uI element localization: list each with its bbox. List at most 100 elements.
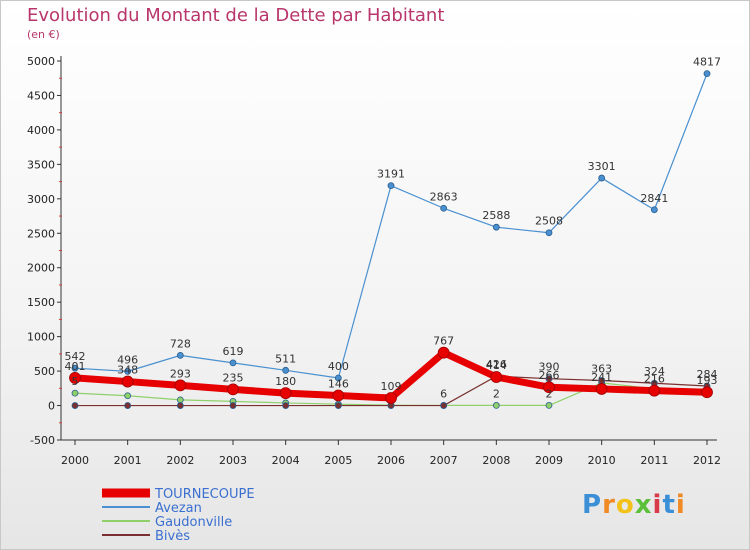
data-label-gaudonville: 2 — [493, 387, 500, 400]
y-tick-label: 0 — [48, 400, 55, 413]
logo-letter: i — [675, 490, 686, 520]
data-point-tournecoupe — [279, 387, 292, 400]
data-label-tournecoupe: 348 — [117, 364, 138, 377]
y-tick-label: 2000 — [27, 262, 55, 275]
data-label-tournecoupe: 241 — [591, 371, 612, 384]
data-label-bivès: 284 — [697, 368, 718, 381]
data-point-avezan — [387, 182, 395, 190]
x-tick-label: 2000 — [61, 454, 89, 467]
x-tick-label: 2011 — [640, 454, 668, 467]
data-label-avezan: 619 — [223, 345, 244, 358]
data-label-avezan: 400 — [328, 360, 349, 373]
legend-label: Bivès — [155, 529, 190, 544]
data-point-tournecoupe — [69, 372, 81, 384]
data-point-tournecoupe — [648, 384, 661, 397]
data-label-avezan: 3301 — [588, 160, 616, 173]
data-label-bivès: 6 — [440, 388, 447, 401]
data-point-gaudonville — [176, 396, 184, 404]
data-point-tournecoupe — [385, 392, 397, 404]
x-tick-label: 2006 — [377, 454, 405, 467]
data-point-avezan — [545, 229, 553, 237]
y-tick-label: 500 — [34, 365, 55, 378]
logo-letter: r — [602, 490, 616, 520]
data-label-tournecoupe: 414 — [486, 359, 507, 372]
y-tick-label: 3000 — [27, 193, 55, 206]
data-label-avezan: 3191 — [377, 168, 405, 181]
data-label-tournecoupe: 235 — [223, 371, 244, 384]
data-label-avezan: 496 — [117, 353, 138, 366]
x-tick-label: 2007 — [430, 454, 458, 467]
data-label-tournecoupe: 266 — [539, 369, 560, 382]
data-point-gaudonville — [545, 402, 553, 409]
data-point-avezan — [229, 359, 237, 367]
x-tick-label: 2005 — [324, 454, 352, 467]
data-label-tournecoupe: 293 — [170, 367, 191, 380]
data-point-avezan — [492, 223, 500, 231]
data-point-avezan — [334, 374, 342, 382]
x-tick-label: 2003 — [219, 454, 247, 467]
data-label-avezan: 2863 — [430, 190, 458, 203]
data-label-tournecoupe: 193 — [697, 374, 718, 387]
data-point-tournecoupe — [490, 371, 503, 383]
data-point-bivès — [440, 402, 448, 409]
legend-label: Gaudonville — [155, 515, 232, 530]
data-point-avezan — [440, 204, 448, 212]
data-label-avezan: 542 — [65, 350, 86, 363]
data-point-avezan — [124, 367, 132, 375]
data-label-tournecoupe: 401 — [65, 360, 86, 373]
x-tick-label: 2010 — [588, 454, 616, 467]
data-label-gaudonville: 2 — [546, 387, 553, 400]
y-tick-label: -500 — [30, 434, 55, 447]
x-tick-label: 2012 — [693, 454, 721, 467]
y-tick-label: 4500 — [27, 89, 55, 102]
data-label-gaudonville: 5 — [72, 375, 79, 388]
y-tick-label: 4000 — [27, 124, 55, 137]
legend-label: Avezan — [155, 501, 202, 516]
logo-letter: i — [652, 490, 663, 520]
data-point-bivès — [229, 402, 237, 409]
data-label-tournecoupe: 146 — [328, 377, 349, 390]
data-label-bivès: 390 — [539, 361, 560, 374]
data-point-tournecoupe — [174, 379, 187, 392]
y-tick-label: 1000 — [27, 331, 55, 344]
data-point-gaudonville — [124, 392, 132, 400]
logo-letter: o — [615, 490, 635, 520]
data-point-tournecoupe — [701, 386, 713, 399]
data-point-bivès — [176, 402, 184, 409]
y-tick-label: 3500 — [27, 158, 55, 171]
data-label-tournecoupe: 767 — [433, 335, 454, 348]
data-label-avezan: 511 — [275, 352, 296, 365]
x-tick-label: 2009 — [535, 454, 563, 467]
data-label-tournecoupe: 109 — [381, 380, 402, 393]
data-point-bivès — [124, 402, 132, 409]
data-point-avezan — [176, 351, 184, 359]
legend-label: TOURNECOUPE — [154, 487, 255, 502]
chart-title: Evolution du Montant de la Dette par Hab… — [27, 5, 445, 26]
data-point-bivès — [282, 402, 290, 409]
data-point-gaudonville — [492, 402, 500, 409]
data-label-avezan: 728 — [170, 337, 191, 350]
data-point-tournecoupe — [543, 381, 555, 394]
data-point-avezan — [703, 70, 711, 78]
data-point-gaudonville — [71, 389, 79, 397]
data-label-tournecoupe: 180 — [275, 375, 296, 388]
data-point-bivès — [71, 402, 79, 409]
data-label-tournecoupe: 216 — [644, 373, 665, 386]
x-tick-label: 2004 — [272, 454, 300, 467]
data-point-tournecoupe — [595, 383, 608, 395]
logo-letter: x — [634, 490, 653, 520]
data-point-tournecoupe — [437, 346, 450, 359]
data-point-tournecoupe — [227, 383, 239, 396]
data-label-bivès: 324 — [644, 365, 665, 378]
data-label-bivès: 363 — [591, 363, 612, 376]
data-label-avezan: 4817 — [693, 56, 721, 69]
proxiti-logo: Proxiti — [582, 490, 686, 520]
data-point-avezan — [282, 366, 290, 374]
data-point-tournecoupe — [332, 389, 345, 402]
data-point-tournecoupe — [121, 375, 134, 388]
data-point-avezan — [650, 206, 658, 214]
data-label-avezan: 2588 — [482, 209, 510, 222]
data-point-avezan — [598, 174, 606, 182]
